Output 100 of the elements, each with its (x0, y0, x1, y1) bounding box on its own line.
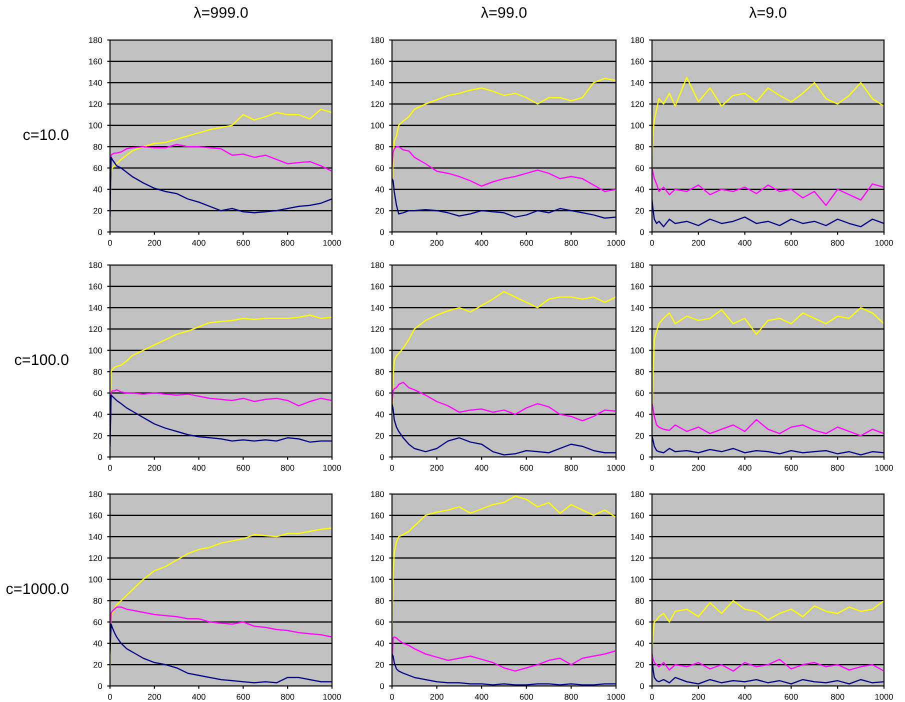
x-tick-label: 800 (831, 464, 844, 471)
x-tick-label: 800 (831, 240, 844, 246)
y-tick-label: 180 (89, 37, 102, 44)
y-tick-label: 120 (89, 326, 102, 332)
y-tick-label: 140 (631, 304, 644, 311)
y-tick-label: 120 (371, 326, 384, 332)
x-tick-label: 0 (390, 464, 394, 471)
x-tick-label: 200 (692, 464, 706, 471)
y-tick-label: 100 (631, 576, 644, 582)
line-series (392, 636, 616, 672)
y-tick-label: 140 (89, 304, 102, 311)
x-tick-label: 200 (148, 240, 162, 246)
y-tick-label: 0 (380, 229, 384, 236)
x-tick-label: 400 (474, 464, 488, 471)
y-tick-label: 80 (93, 598, 102, 604)
y-tick-label: 80 (375, 598, 384, 604)
y-tick-label: 20 (376, 432, 384, 439)
y-tick-label: 100 (89, 122, 102, 128)
y-tick-label: 60 (376, 619, 384, 626)
y-tick-label: 120 (89, 101, 102, 108)
x-tick-label: 1000 (875, 694, 893, 700)
x-tick-label: 200 (430, 694, 444, 700)
x-tick-label: 600 (520, 464, 534, 471)
y-tick-label: 140 (89, 80, 102, 86)
y-tick-label: 180 (631, 37, 644, 44)
x-tick-label: 1000 (323, 694, 341, 700)
y-tick-label: 20 (376, 208, 384, 214)
line-series (392, 382, 616, 422)
x-tick-label: 600 (784, 464, 798, 471)
y-tick-label: 40 (635, 186, 644, 192)
y-tick-label: 40 (635, 412, 644, 418)
y-tick-label: 60 (94, 165, 102, 172)
x-tick-label: 400 (474, 694, 488, 700)
x-tick-label: 600 (236, 464, 250, 471)
y-tick-label: 140 (631, 80, 644, 86)
chart-title: λ=99.0 (480, 6, 527, 18)
y-tick-label: 180 (631, 262, 644, 268)
y-tick-label: 60 (376, 390, 384, 396)
x-tick-label: 0 (650, 240, 654, 246)
x-tick-label: 800 (564, 240, 578, 246)
y-tick-label: 180 (371, 262, 384, 268)
y-tick-label: 180 (89, 491, 102, 498)
x-tick-label: 400 (738, 694, 752, 700)
y-tick-label: 80 (635, 368, 644, 375)
y-tick-label: 0 (640, 683, 644, 690)
x-tick-label: 0 (390, 240, 394, 246)
y-axis-title: c=100.0 (14, 354, 68, 366)
x-tick-label: 600 (784, 240, 798, 246)
x-tick-label: 1000 (875, 240, 893, 246)
line-series (392, 146, 616, 192)
y-tick-label: 120 (371, 101, 384, 108)
x-tick-label: 1000 (607, 464, 625, 471)
y-tick-label: 20 (636, 662, 644, 668)
x-tick-label: 0 (108, 240, 112, 246)
y-tick-label: 20 (636, 208, 644, 214)
y-tick-label: 160 (89, 58, 102, 64)
y-tick-label: 140 (371, 80, 384, 86)
y-tick-label: 100 (371, 576, 384, 582)
x-tick-label: 200 (148, 694, 162, 700)
chart-title: λ=999.0 (194, 6, 248, 18)
x-tick-label: 800 (281, 240, 294, 246)
x-tick-label: 0 (108, 694, 112, 700)
y-tick-label: 120 (631, 326, 644, 332)
y-tick-label: 100 (371, 348, 384, 354)
y-tick-label: 160 (89, 284, 102, 290)
y-tick-label: 80 (635, 144, 644, 150)
y-tick-label: 140 (371, 304, 384, 311)
x-tick-label: 200 (148, 464, 162, 471)
y-tick-label: 40 (93, 186, 102, 192)
y-tick-label: 40 (375, 640, 384, 646)
x-tick-label: 400 (192, 240, 206, 246)
y-axis-title: c=1000.0 (6, 583, 68, 594)
y-tick-label: 40 (635, 640, 644, 646)
x-tick-label: 400 (738, 464, 752, 471)
chart-title: λ=9.0 (749, 6, 786, 18)
y-tick-label: 140 (631, 534, 644, 540)
y-tick-label: 100 (631, 348, 644, 354)
y-tick-label: 20 (94, 208, 102, 214)
y-tick-label: 0 (640, 229, 644, 236)
x-tick-label: 400 (192, 694, 206, 700)
y-tick-label: 40 (375, 186, 384, 192)
x-tick-label: 0 (650, 464, 654, 471)
y-tick-label: 40 (93, 640, 102, 646)
y-tick-label: 20 (636, 432, 644, 439)
y-tick-label: 0 (640, 454, 644, 460)
y-tick-label: 0 (98, 683, 102, 690)
y-tick-label: 20 (376, 662, 384, 668)
line-series (652, 199, 884, 228)
y-tick-label: 160 (371, 58, 384, 64)
y-axis-title: c=10.0 (23, 129, 68, 140)
y-tick-label: 20 (94, 432, 102, 439)
y-tick-label: 140 (89, 534, 102, 540)
y-tick-label: 120 (89, 555, 102, 562)
x-tick-label: 1000 (875, 464, 893, 471)
y-tick-label: 100 (89, 348, 102, 354)
x-tick-label: 800 (564, 694, 578, 700)
line-series (652, 403, 884, 436)
x-tick-label: 0 (650, 694, 654, 700)
x-tick-label: 600 (520, 694, 534, 700)
y-tick-label: 60 (636, 165, 644, 172)
